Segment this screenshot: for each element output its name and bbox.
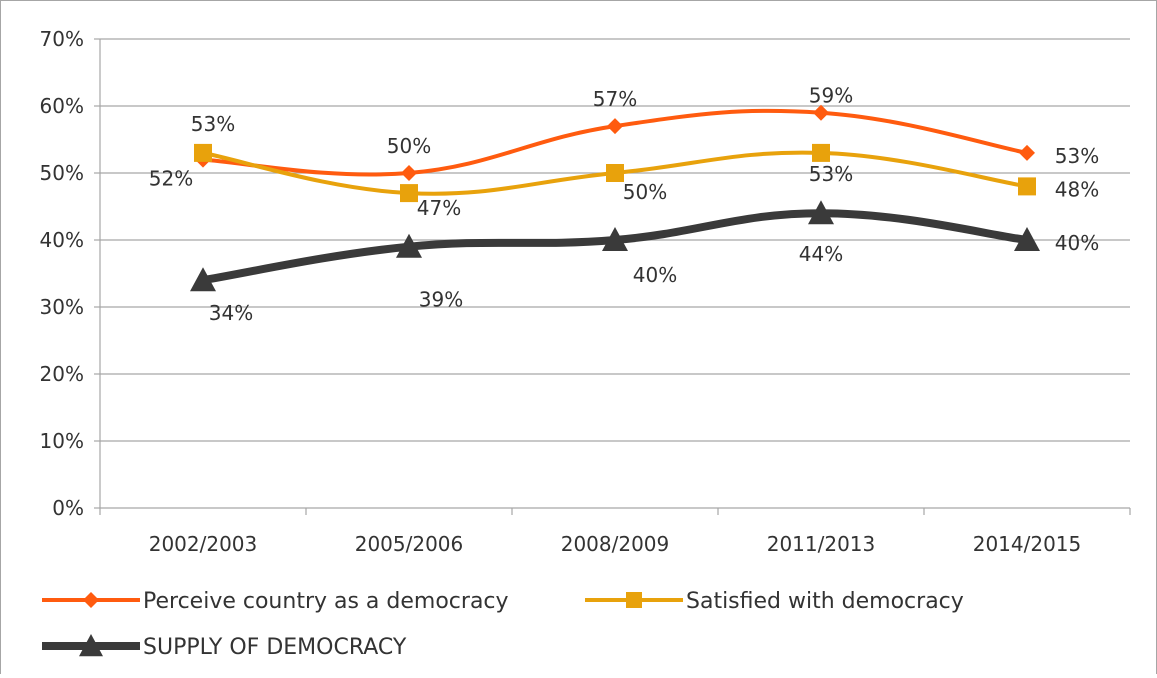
legend-label: Satisfied with democracy [686,589,964,614]
data-label: 57% [593,87,637,111]
data-label: 53% [191,112,235,136]
y-tick-label: 0% [52,496,84,520]
legend: Perceive country as a democracy Satisfied… [42,589,964,660]
x-tick-label: 2011/2013 [767,532,876,556]
y-tick-label: 10% [40,429,84,453]
series-lines [199,108,1031,285]
legend-label: SUPPLY OF DEMOCRACY [143,635,407,660]
diamond-marker [813,104,829,121]
square-marker [400,184,418,203]
data-label: 34% [209,301,253,325]
triangle-marker [808,200,834,225]
square-marker [194,143,212,162]
data-label: 39% [419,288,463,312]
diamond-marker [607,118,623,135]
data-label: 40% [1055,231,1099,255]
data-label: 53% [809,162,853,186]
x-tick-label: 2008/2009 [561,532,670,556]
y-tick-label: 60% [40,94,84,118]
data-labels: 52% 50% 57% 59% 53% 53% 47% 50% 53% 48% 34% 39% 40% 4… [149,84,1099,326]
triangle-marker [190,267,216,292]
triangle-marker [602,227,628,252]
x-tick-label: 2014/2015 [973,532,1082,556]
y-tick-label: 70% [40,27,84,51]
square-marker [626,592,642,608]
legend-item: Perceive country as a democracy [42,589,509,614]
data-label: 47% [417,196,461,220]
legend-label: Perceive country as a democracy [143,589,509,614]
data-label: 48% [1055,177,1099,201]
x-tick-label: 2002/2003 [149,532,258,556]
y-tick-label: 50% [40,161,84,185]
data-label: 44% [799,242,843,266]
diamond-marker [401,165,417,181]
x-tick-label: 2005/2006 [355,532,464,556]
diamond-marker [1019,144,1035,161]
data-label: 50% [623,180,667,204]
triangle-marker [79,634,103,657]
legend-item: SUPPLY OF DEMOCRACY [42,634,407,660]
data-label: 50% [387,134,431,158]
y-tick-label: 20% [40,362,84,386]
data-label: 52% [149,167,193,191]
triangle-marker [396,233,422,258]
data-label: 53% [1055,144,1099,168]
legend-item: Satisfied with democracy [585,589,964,614]
y-tick-label: 40% [40,228,84,252]
data-label: 40% [633,263,677,287]
series-markers [190,104,1040,292]
diamond-marker [83,592,99,608]
data-label: 59% [809,84,853,108]
chart-border-top [0,0,1157,1]
square-marker [812,143,830,162]
square-marker [1018,177,1036,196]
triangle-marker [1014,227,1040,252]
chart-border-left [0,0,1,674]
axes: 0% 10% 20% 30% 40% 50% 60% 70% 2002/2003 2005/200… [40,27,1131,556]
square-marker [606,164,624,182]
y-tick-label: 30% [40,295,84,319]
